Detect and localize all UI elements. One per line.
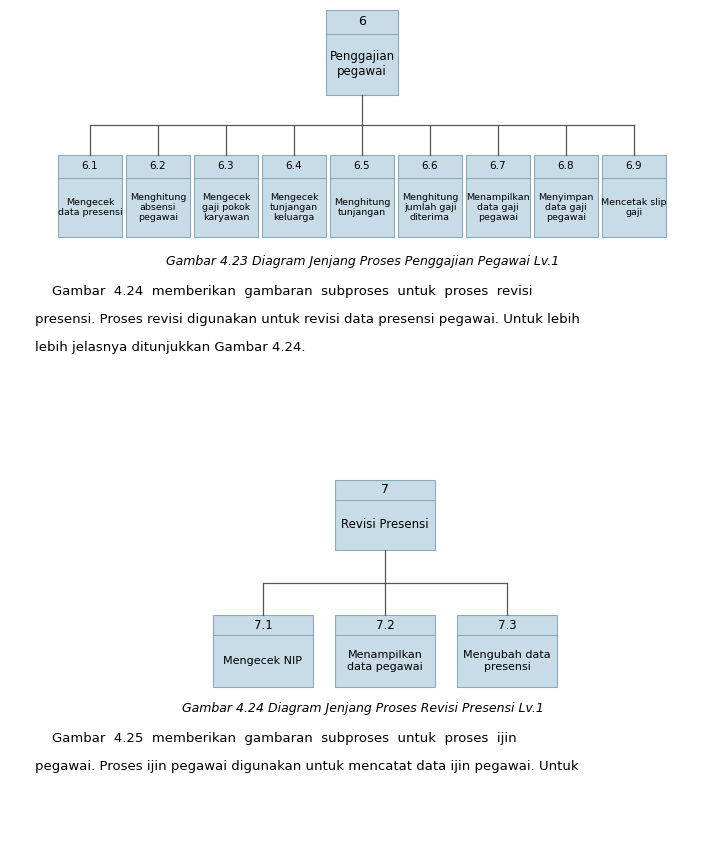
Text: Menghitung
jumlah gaji
diterima: Menghitung jumlah gaji diterima <box>402 192 458 222</box>
Text: Mengecek
gaji pokok
karyawan: Mengecek gaji pokok karyawan <box>202 192 250 222</box>
Text: Mencetak slip
gaji: Mencetak slip gaji <box>601 198 667 217</box>
Text: Menampilkan
data pegawai: Menampilkan data pegawai <box>347 650 423 672</box>
Text: 6.6: 6.6 <box>422 161 439 172</box>
Bar <box>58 155 122 237</box>
Text: 6.3: 6.3 <box>218 161 234 172</box>
Text: 7.1: 7.1 <box>254 618 273 631</box>
Bar <box>466 155 530 237</box>
Text: Mengecek
tunjangan
keluarga: Mengecek tunjangan keluarga <box>270 192 318 222</box>
Text: 6.1: 6.1 <box>82 161 99 172</box>
Text: Menghitung
absensi
pegawai: Menghitung absensi pegawai <box>130 192 186 222</box>
Text: 6.4: 6.4 <box>286 161 302 172</box>
Bar <box>262 155 326 237</box>
Text: Mengecek
data presensi: Mengecek data presensi <box>58 198 123 217</box>
Bar <box>335 480 435 550</box>
Text: 7.2: 7.2 <box>376 618 394 631</box>
Bar <box>335 615 435 687</box>
Text: Menampilkan
data gaji
pegawai: Menampilkan data gaji pegawai <box>466 192 530 222</box>
Bar <box>457 615 557 687</box>
Text: pegawai. Proses ijin pegawai digunakan untuk mencatat data ijin pegawai. Untuk: pegawai. Proses ijin pegawai digunakan u… <box>35 760 579 773</box>
Text: Gambar  4.25  memberikan  gambaran  subproses  untuk  proses  ijin: Gambar 4.25 memberikan gambaran subprose… <box>35 732 517 745</box>
Text: Menghitung
tunjangan: Menghitung tunjangan <box>334 198 390 217</box>
Text: Mengubah data
presensi: Mengubah data presensi <box>463 650 551 672</box>
Bar <box>326 10 398 95</box>
Text: 6.8: 6.8 <box>558 161 574 172</box>
Bar <box>534 155 598 237</box>
Text: lebih jelasnya ditunjukkan Gambar 4.24.: lebih jelasnya ditunjukkan Gambar 4.24. <box>35 341 305 354</box>
Text: presensi. Proses revisi digunakan untuk revisi data presensi pegawai. Untuk lebi: presensi. Proses revisi digunakan untuk … <box>35 313 580 326</box>
Text: Gambar  4.24  memberikan  gambaran  subproses  untuk  proses  revisi: Gambar 4.24 memberikan gambaran subprose… <box>35 285 532 298</box>
Bar <box>213 615 313 687</box>
Bar <box>398 155 462 237</box>
Text: Mengecek NIP: Mengecek NIP <box>223 656 302 666</box>
Text: Gambar 4.24 Diagram Jenjang Proses Revisi Presensi Lv.1: Gambar 4.24 Diagram Jenjang Proses Revis… <box>181 702 544 715</box>
Text: Revisi Presensi: Revisi Presensi <box>341 518 428 531</box>
Text: 6.9: 6.9 <box>626 161 642 172</box>
Bar <box>602 155 666 237</box>
Text: 6.7: 6.7 <box>489 161 506 172</box>
Text: Penggajian
pegawai: Penggajian pegawai <box>329 50 394 78</box>
Text: 7.3: 7.3 <box>497 618 516 631</box>
Text: Gambar 4.23 Diagram Jenjang Proses Penggajian Pegawai Lv.1: Gambar 4.23 Diagram Jenjang Proses Pengg… <box>166 255 559 268</box>
Text: Menyimpan
data gaji
pegawai: Menyimpan data gaji pegawai <box>538 192 594 222</box>
Bar <box>126 155 190 237</box>
Text: 7: 7 <box>381 483 389 496</box>
Text: 6.2: 6.2 <box>149 161 166 172</box>
Text: 6: 6 <box>358 16 366 29</box>
Bar <box>330 155 394 237</box>
Text: 6.5: 6.5 <box>354 161 370 172</box>
Bar <box>194 155 258 237</box>
